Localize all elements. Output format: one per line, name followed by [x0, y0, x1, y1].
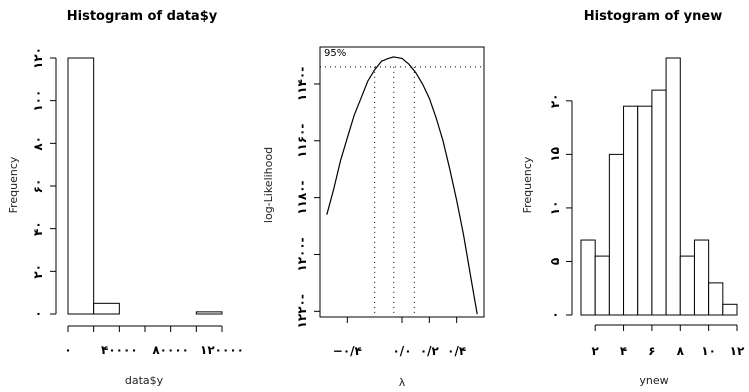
- histogram-data-y-bar: [67, 57, 95, 315]
- histogram-data-y-xtick-label: ۱۲۰۰۰۰: [200, 343, 244, 357]
- histogram-ynew-bar: [594, 255, 610, 316]
- histogram-ynew-bar: [693, 239, 710, 316]
- histogram-ynew-ytick-label: ۱۰: [548, 201, 562, 216]
- histogram-ynew-bar: [580, 239, 596, 316]
- histogram-data-y-ytick-label: ۰: [31, 310, 45, 317]
- histogram-ynew-bar: [623, 105, 639, 316]
- histogram-data-y-ytick-label: ۶۰: [31, 179, 45, 194]
- loglik-ytick-label: ۱۲۲۰-: [295, 294, 309, 328]
- loglik-ci-annotation: 95%: [324, 48, 346, 59]
- histogram-ynew-xlabel: ynew: [639, 374, 668, 387]
- histogram-ynew-xtick-label: ۲: [592, 344, 600, 358]
- histogram-data-y-bars: [67, 57, 223, 315]
- histogram-data-y-xlabel: data$y: [125, 374, 164, 387]
- histogram-data-y-bar: [195, 311, 223, 315]
- histogram-ynew-bar: [679, 255, 695, 316]
- histogram-data-y-panel: Histogram of data$y Frequency data$y ۰ ۲۰…: [7, 9, 244, 387]
- histogram-ynew-ylabel: Frequency: [521, 156, 534, 213]
- histogram-data-y-axes: ۰ ۲۰ ۴۰ ۶۰ ۸۰ ۱۰۰ ۱۲۰ ۰ ۴۰۰۰۰ ۸۰۰۰۰ ۱۲۰۰۰۰: [31, 47, 244, 357]
- histogram-ynew-ytick-label: ۲۰: [548, 94, 562, 109]
- histogram-ynew-xtick-label: ۴: [620, 344, 627, 358]
- histogram-ynew-xtick-label: ۸: [677, 344, 685, 358]
- loglik-xtick-label: ۰/۴: [447, 344, 466, 358]
- loglik-panel: 95% log-Likelihood λ ۱۲۲۰- ۱۲۰۰- ۱۱۸۰- ۱۱۶۰…: [262, 46, 485, 389]
- histogram-ynew-bar: [608, 153, 625, 316]
- loglik-ytick-label: ۱۲۰۰-: [295, 237, 309, 271]
- loglik-ylabel: log-Likelihood: [262, 147, 275, 223]
- histogram-ynew-bar: [651, 89, 667, 316]
- histogram-ynew-bar: [722, 303, 738, 316]
- loglik-plot-frame: [319, 46, 485, 318]
- histogram-ynew-panel: Histogram of ynew Frequency ynew ۰ ۵ ۱۰ ۱۵ ۲…: [521, 9, 745, 387]
- loglik-curve: [326, 56, 478, 315]
- loglik-xtick-label: −۰/۴: [333, 344, 362, 358]
- histogram-data-y-xtick-label: ۰: [64, 343, 71, 357]
- histogram-ynew-ytick-label: ۰: [548, 311, 562, 318]
- histogram-data-y-bar: [93, 302, 120, 315]
- histogram-ynew-axes: ۰ ۵ ۱۰ ۱۵ ۲۰ ۲ ۴ ۶ ۸ ۱۰ ۱۲: [548, 94, 745, 358]
- loglik-ytick-label: ۱۱۸۰-: [295, 180, 309, 214]
- loglik-axes: ۱۲۲۰- ۱۲۰۰- ۱۱۸۰- ۱۱۶۰- ۱۱۴۰- −۰/۴ ۰/۰ ۰/۲ ۰/۴: [295, 67, 466, 358]
- histogram-data-y-ytick-label: ۱۰۰: [31, 90, 45, 112]
- histogram-ynew-bar: [708, 282, 724, 316]
- histogram-data-y-xtick-label: ۴۰۰۰۰: [101, 343, 138, 357]
- histogram-ynew-xtick-label: ۶: [648, 344, 655, 358]
- histogram-data-y-ylabel: Frequency: [7, 156, 20, 213]
- histogram-data-y-ytick-label: ۱۲۰: [31, 47, 45, 69]
- histogram-ynew-ytick-label: ۵: [548, 258, 562, 265]
- histogram-ynew-xtick-label: ۱۲: [730, 344, 745, 358]
- histogram-data-y-title: Histogram of data$y: [67, 9, 218, 24]
- loglik-xtick-label: ۰/۲: [420, 344, 440, 358]
- histogram-data-y-ytick-label: ۸۰: [31, 136, 45, 151]
- histogram-ynew-title: Histogram of ynew: [584, 9, 722, 24]
- histogram-data-y-xtick-label: ۸۰۰۰۰: [152, 343, 189, 357]
- loglik-ytick-label: ۱۱۶۰-: [295, 124, 309, 158]
- histogram-ynew-bar: [665, 57, 681, 316]
- histogram-ynew-ytick-label: ۱۵: [548, 147, 562, 162]
- histogram-ynew-xtick-label: ۱۰: [701, 344, 716, 358]
- histogram-ynew-bar: [637, 105, 653, 316]
- loglik-xtick-label: ۰/۰: [392, 344, 411, 358]
- histogram-data-y-ytick-label: ۲۰: [31, 264, 45, 279]
- loglik-ci-guides: [320, 66, 484, 317]
- loglik-xlabel: λ: [399, 376, 406, 389]
- loglik-curve-group: [326, 56, 478, 315]
- loglik-ytick-label: ۱۱۴۰-: [295, 67, 309, 101]
- histogram-data-y-ytick-label: ۴۰: [31, 221, 45, 236]
- histogram-ynew-bars: [580, 57, 738, 316]
